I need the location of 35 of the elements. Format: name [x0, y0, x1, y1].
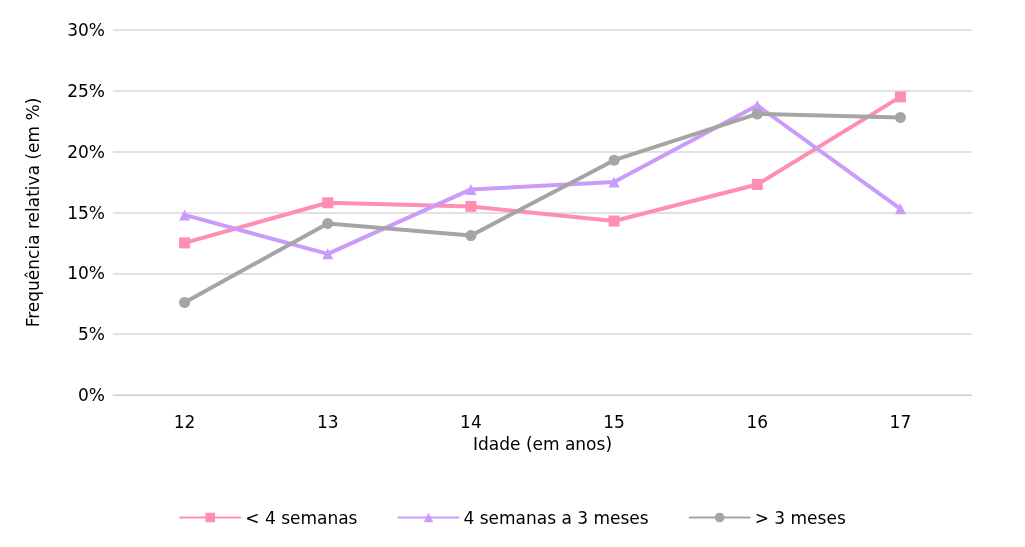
legend-label: 4 semanas a 3 meses: [463, 507, 649, 528]
point: [179, 209, 191, 221]
x-tick-label: 14: [460, 411, 482, 432]
y-tick-label: 15%: [67, 202, 105, 223]
legend-label: < 4 semanas: [245, 507, 358, 528]
point: [465, 183, 477, 195]
legend-label: > 3 meses: [754, 507, 846, 528]
y-tick-label: 10%: [67, 263, 105, 284]
point: [179, 297, 191, 309]
point: [179, 237, 191, 249]
y-tick-label: 20%: [67, 141, 105, 162]
y-tick-label: 30%: [67, 20, 105, 40]
y-axis-title: Frequência relativa (em %): [22, 97, 43, 328]
x-tick-label: 13: [316, 411, 339, 432]
y-tick-label: 25%: [67, 80, 105, 101]
point: [322, 248, 334, 260]
point: [751, 108, 763, 120]
point: [894, 91, 906, 103]
x-axis-title: Idade (em anos): [472, 433, 613, 454]
y-tick-label: 5%: [78, 324, 105, 345]
point: [322, 197, 334, 209]
point: [608, 176, 620, 188]
point: [894, 203, 906, 215]
x-tick-label: 15: [603, 411, 625, 432]
x-tick-label: 17: [889, 411, 912, 432]
y-tick-label: 0%: [78, 385, 105, 405]
point: [322, 217, 334, 229]
x-tick-label: 16: [746, 411, 769, 432]
point: [465, 200, 477, 212]
point: [608, 215, 620, 227]
point: [608, 154, 620, 166]
point: [894, 112, 906, 124]
x-tick-label: 12: [173, 411, 196, 432]
point: [465, 230, 477, 242]
point: [751, 179, 763, 191]
